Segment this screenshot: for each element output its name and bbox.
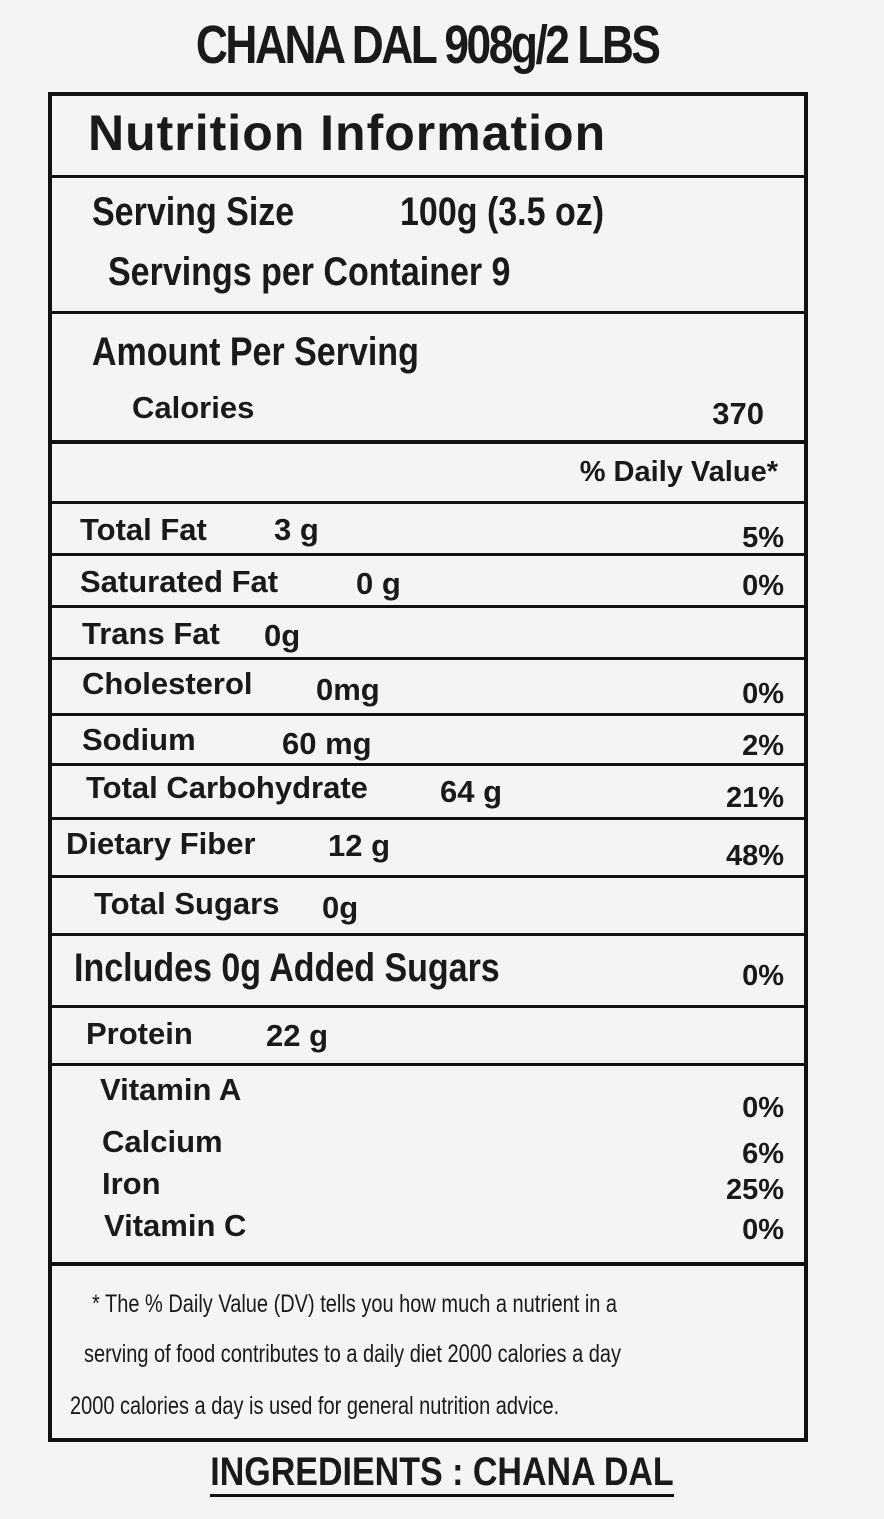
- nutrient-row: Includes 0g Added Sugars 0%: [52, 936, 804, 1008]
- nutrient-dv: 2%: [742, 730, 784, 762]
- nutrient-row: Cholesterol 0mg 0%: [52, 660, 804, 716]
- nutrient-row: Trans Fat 0g: [52, 608, 804, 660]
- vitamin-label: Calcium: [102, 1124, 223, 1159]
- nutrient-amount: 0mg: [316, 672, 380, 707]
- nutrient-label: Includes 0g Added Sugars: [74, 946, 500, 990]
- nutrient-label: Sodium: [82, 722, 196, 757]
- nutrient-amount: 0g: [322, 890, 359, 925]
- nutrient-dv: 0%: [742, 570, 784, 602]
- vitamin-dv: 6%: [742, 1138, 784, 1170]
- amount-per-serving: Amount Per Serving: [92, 330, 419, 374]
- nutrient-amount: 3 g: [274, 512, 319, 547]
- nutrient-row: Dietary Fiber 12 g 48%: [52, 820, 804, 878]
- footnote: * The % Daily Value (DV) tells you how m…: [52, 1266, 804, 1436]
- nutrient-label: Total Fat: [80, 512, 207, 547]
- vitamin-label: Vitamin C: [104, 1208, 247, 1243]
- vitamin-dv: 25%: [725, 1174, 784, 1206]
- nutrient-amount: 0g: [264, 618, 301, 653]
- nutrient-row: Total Fat 3 g 5%: [52, 504, 804, 556]
- nutrient-label: Protein: [86, 1016, 193, 1051]
- footnote-line: * The % Daily Value (DV) tells you how m…: [92, 1290, 618, 1318]
- daily-value-header-row: % Daily Value*: [52, 444, 804, 504]
- calories-value: 370: [712, 396, 764, 431]
- nutrient-amount: 0 g: [356, 566, 401, 601]
- ingredients-line: INGREDIENTS : CHANA DAL: [66, 1450, 817, 1497]
- serving-info: Serving Size 100g (3.5 oz) Servings per …: [52, 178, 804, 314]
- nutrient-amount: 64 g: [440, 774, 503, 809]
- nutrient-label: Total Sugars: [94, 886, 280, 921]
- nutrient-dv: 0%: [742, 960, 784, 992]
- nutrient-amount: 12 g: [328, 828, 391, 863]
- nutrient-dv: 48%: [725, 840, 784, 872]
- servings-per-container: Servings per Container 9: [108, 250, 511, 294]
- footnote-line: 2000 calories a day is used for general …: [70, 1392, 560, 1420]
- nutrient-row: Total Sugars 0g: [52, 878, 804, 936]
- nutrient-dv: 5%: [742, 522, 784, 554]
- nutrient-amount: 60 mg: [282, 726, 372, 761]
- nutrient-amount: 22 g: [266, 1018, 329, 1053]
- heading-row: Nutrition Information: [52, 96, 804, 178]
- nutrient-dv: 0%: [742, 678, 784, 710]
- serving-size-value: 100g (3.5 oz): [400, 190, 605, 234]
- vitamin-label: Vitamin A: [100, 1072, 242, 1107]
- nutrition-panel: Nutrition Information Serving Size 100g …: [48, 92, 808, 1442]
- nutrient-label: Trans Fat: [82, 616, 220, 651]
- nutrient-label: Total Carbohydrate: [86, 770, 368, 805]
- calories-label: Calories: [132, 390, 255, 425]
- nutrient-row: Saturated Fat 0 g 0%: [52, 556, 804, 608]
- nutrient-label: Saturated Fat: [80, 564, 279, 599]
- ingredients-text: INGREDIENTS : CHANA DAL: [210, 1450, 674, 1497]
- vitamins-section: Vitamin A 0% Calcium 6% Iron 25% Vitamin…: [52, 1066, 804, 1266]
- calories-section: Amount Per Serving Calories 370: [52, 314, 804, 444]
- vitamin-dv: 0%: [742, 1214, 784, 1246]
- serving-size-label: Serving Size: [92, 190, 295, 234]
- nutrient-row: Protein 22 g: [52, 1008, 804, 1066]
- daily-value-header: % Daily Value*: [579, 456, 778, 488]
- footnote-line: serving of food contributes to a daily d…: [84, 1340, 621, 1368]
- vitamin-dv: 0%: [742, 1092, 784, 1124]
- nutrient-dv: 21%: [725, 782, 784, 814]
- nutrient-label: Cholesterol: [82, 666, 253, 701]
- nutrient-label: Dietary Fiber: [66, 826, 256, 861]
- product-title: CHANA DAL 908g/2 LBS: [195, 15, 661, 75]
- nutrient-row: Sodium 60 mg 2%: [52, 716, 804, 766]
- panel-heading: Nutrition Information: [88, 105, 607, 161]
- vitamin-label: Iron: [102, 1166, 161, 1201]
- nutrient-row: Total Carbohydrate 64 g 21%: [52, 766, 804, 820]
